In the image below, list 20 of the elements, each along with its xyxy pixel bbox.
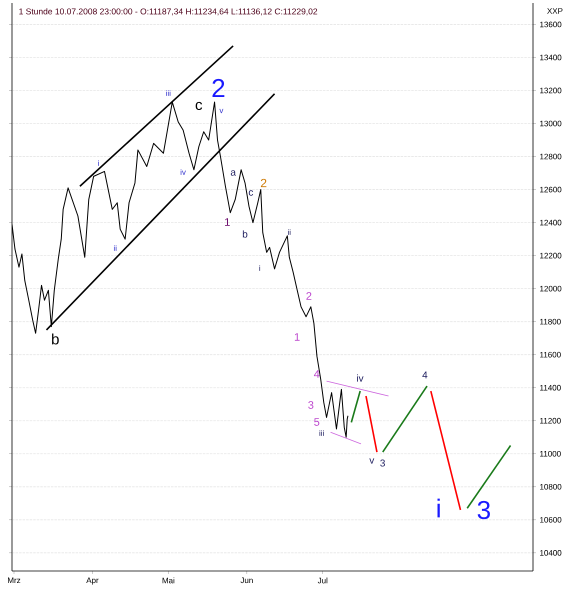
annotation: 1	[225, 218, 230, 226]
annotation: 3	[380, 460, 385, 467]
annotation: iv	[357, 374, 364, 382]
annotation: b	[242, 230, 248, 238]
annotation: v	[369, 458, 374, 464]
annotation: 2	[212, 78, 224, 98]
annotation: 2	[260, 178, 266, 188]
annotation: 3	[478, 500, 490, 520]
annotation: 5	[314, 418, 320, 426]
annotation: a	[230, 170, 236, 176]
text: 1 Stunde 10.07.2008 23:00:00 - O:11187,34 H:11234,64 L:11136,12 C:11229,02	[19, 8, 318, 16]
annotation: 2	[306, 292, 312, 300]
annotation: c	[196, 102, 202, 110]
annotation: 3	[308, 401, 314, 409]
annotation: b	[52, 333, 59, 344]
annotation: i	[438, 498, 440, 518]
annotation: 4	[422, 372, 428, 378]
annotation: 4	[314, 370, 320, 378]
annotation: c	[248, 190, 254, 196]
annotation: 1	[294, 333, 300, 341]
